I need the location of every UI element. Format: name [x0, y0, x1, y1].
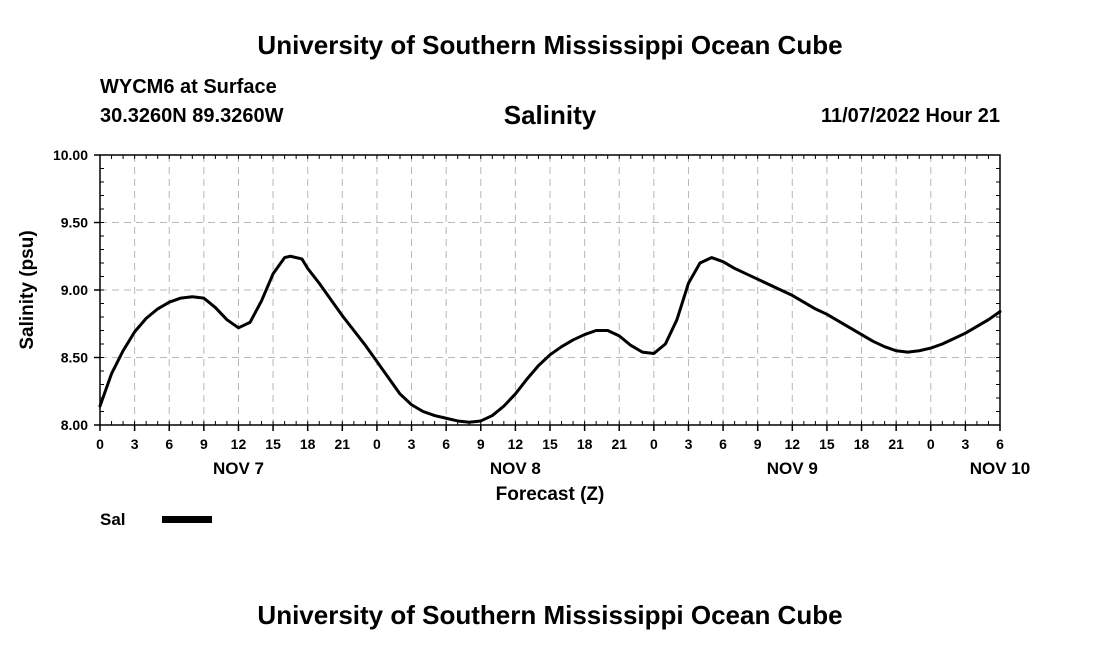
forecast-datetime: 11/07/2022 Hour 21: [820, 105, 1000, 127]
x-tick-label: 9: [477, 436, 485, 452]
day-label: NOV 10: [970, 459, 1030, 478]
x-tick-label: 0: [96, 436, 104, 452]
x-axis-label: Forecast (Z): [496, 484, 605, 505]
legend-label: Sal: [100, 510, 126, 529]
x-tick-label: 15: [819, 436, 835, 452]
x-tick-label: 9: [754, 436, 762, 452]
station-coordinates: 30.3260N 89.3260W: [100, 105, 284, 127]
x-tick-label: 0: [373, 436, 381, 452]
bottom-title: University of Southern Mississippi Ocean…: [257, 600, 843, 630]
x-tick-label: 18: [854, 436, 870, 452]
day-label: NOV 7: [213, 459, 264, 478]
x-tick-label: 6: [165, 436, 173, 452]
x-tick-label: 3: [961, 436, 969, 452]
y-tick-label: 9.50: [61, 215, 88, 231]
chart-title: Salinity: [503, 100, 597, 130]
x-tick-label: 0: [927, 436, 935, 452]
x-tick-label: 3: [685, 436, 693, 452]
x-tick-label: 6: [996, 436, 1004, 452]
top-title: University of Southern Mississippi Ocean…: [257, 30, 843, 60]
day-label: NOV 8: [490, 459, 541, 478]
day-labels: NOV 7 NOV 8 NOV 9 NOV 10: [213, 459, 1030, 478]
x-tick-label: 12: [508, 436, 524, 452]
x-tick-label: 18: [577, 436, 593, 452]
x-tick-label: 12: [231, 436, 247, 452]
y-tick-label: 9.00: [61, 282, 88, 298]
y-tick-label: 8.50: [61, 350, 88, 366]
x-tick-label: 12: [785, 436, 801, 452]
x-tick-label: 21: [888, 436, 904, 452]
x-tick-label: 15: [265, 436, 281, 452]
x-tick-label: 9: [200, 436, 208, 452]
x-tick-label: 15: [542, 436, 558, 452]
x-tick-label: 21: [335, 436, 351, 452]
x-tick-label: 6: [719, 436, 727, 452]
x-tick-label: 6: [442, 436, 450, 452]
x-tick-label: 0: [650, 436, 658, 452]
x-tick-label: 21: [611, 436, 627, 452]
series-line-sal: [98, 254, 1002, 424]
grid: [100, 155, 1000, 425]
y-tick-label: 8.00: [61, 417, 88, 433]
x-tick-label: 18: [300, 436, 316, 452]
legend-swatch: [162, 516, 212, 523]
day-label: NOV 9: [767, 459, 818, 478]
x-axis-ticks: 0 3 6 9 12 15 18 21 0 3 6 9 12 15 18 21 0 3 6 9 12 15 18 21 0 3 6: [96, 155, 1004, 452]
x-tick-label: 3: [408, 436, 416, 452]
y-axis-label: Salinity (psu): [17, 230, 38, 349]
y-tick-label: 10.00: [53, 147, 88, 163]
y-axis-ticks: 8.00 8.50 9.00 9.50 10.00: [53, 147, 1000, 433]
x-tick-label: 3: [131, 436, 139, 452]
station-name: WYCM6 at Surface: [100, 76, 277, 98]
